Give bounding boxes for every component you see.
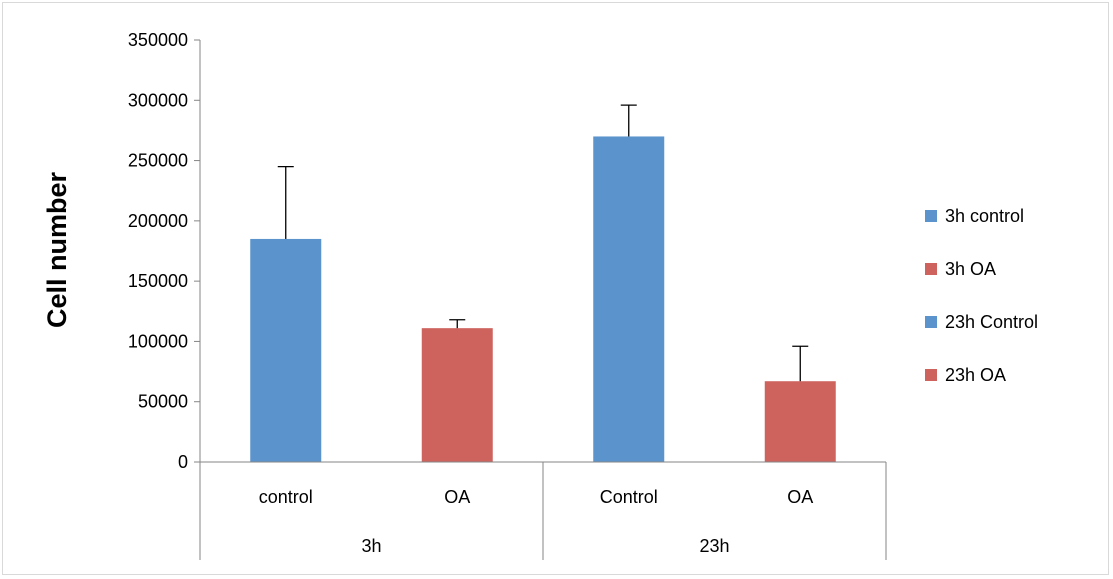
bars [250, 136, 836, 462]
x-group-label: 23h [699, 536, 729, 556]
legend-label: 3h control [945, 206, 1024, 226]
y-tick-label: 300000 [128, 90, 188, 110]
bar [250, 238, 322, 462]
legend-label: 23h Control [945, 312, 1038, 332]
y-tick-label: 200000 [128, 211, 188, 231]
legend-swatch [925, 210, 937, 222]
x-category-label: Control [600, 487, 658, 507]
y-tick-label: 50000 [138, 392, 188, 412]
x-axis-labels: control OA Control OA 3h 23h [259, 487, 814, 556]
y-tick-label: 0 [178, 452, 188, 472]
y-tick-label: 150000 [128, 271, 188, 291]
error-bars [277, 104, 809, 382]
x-category-label: control [259, 487, 313, 507]
legend-swatch [925, 263, 937, 275]
x-category-label: OA [787, 487, 813, 507]
y-tick-label: 100000 [128, 331, 188, 351]
y-tick-label: 250000 [128, 151, 188, 171]
legend-label: 23h OA [945, 365, 1006, 385]
x-group-label: 3h [361, 536, 381, 556]
bar [421, 328, 493, 462]
axes [199, 40, 887, 560]
y-axis-ticks: 0 50000 100000 150000 200000 250000 300000 3500… [128, 30, 200, 472]
x-category-label: OA [444, 487, 470, 507]
legend-swatch [925, 369, 937, 381]
legend-swatch [925, 316, 937, 328]
legend-label: 3h OA [945, 259, 996, 279]
bar [593, 136, 665, 462]
y-tick-label: 350000 [128, 30, 188, 50]
bar [764, 381, 836, 462]
y-axis-title: Cell number [42, 171, 72, 328]
legend: 3h control 3h OA 23h Control 23h OA [925, 206, 1038, 385]
